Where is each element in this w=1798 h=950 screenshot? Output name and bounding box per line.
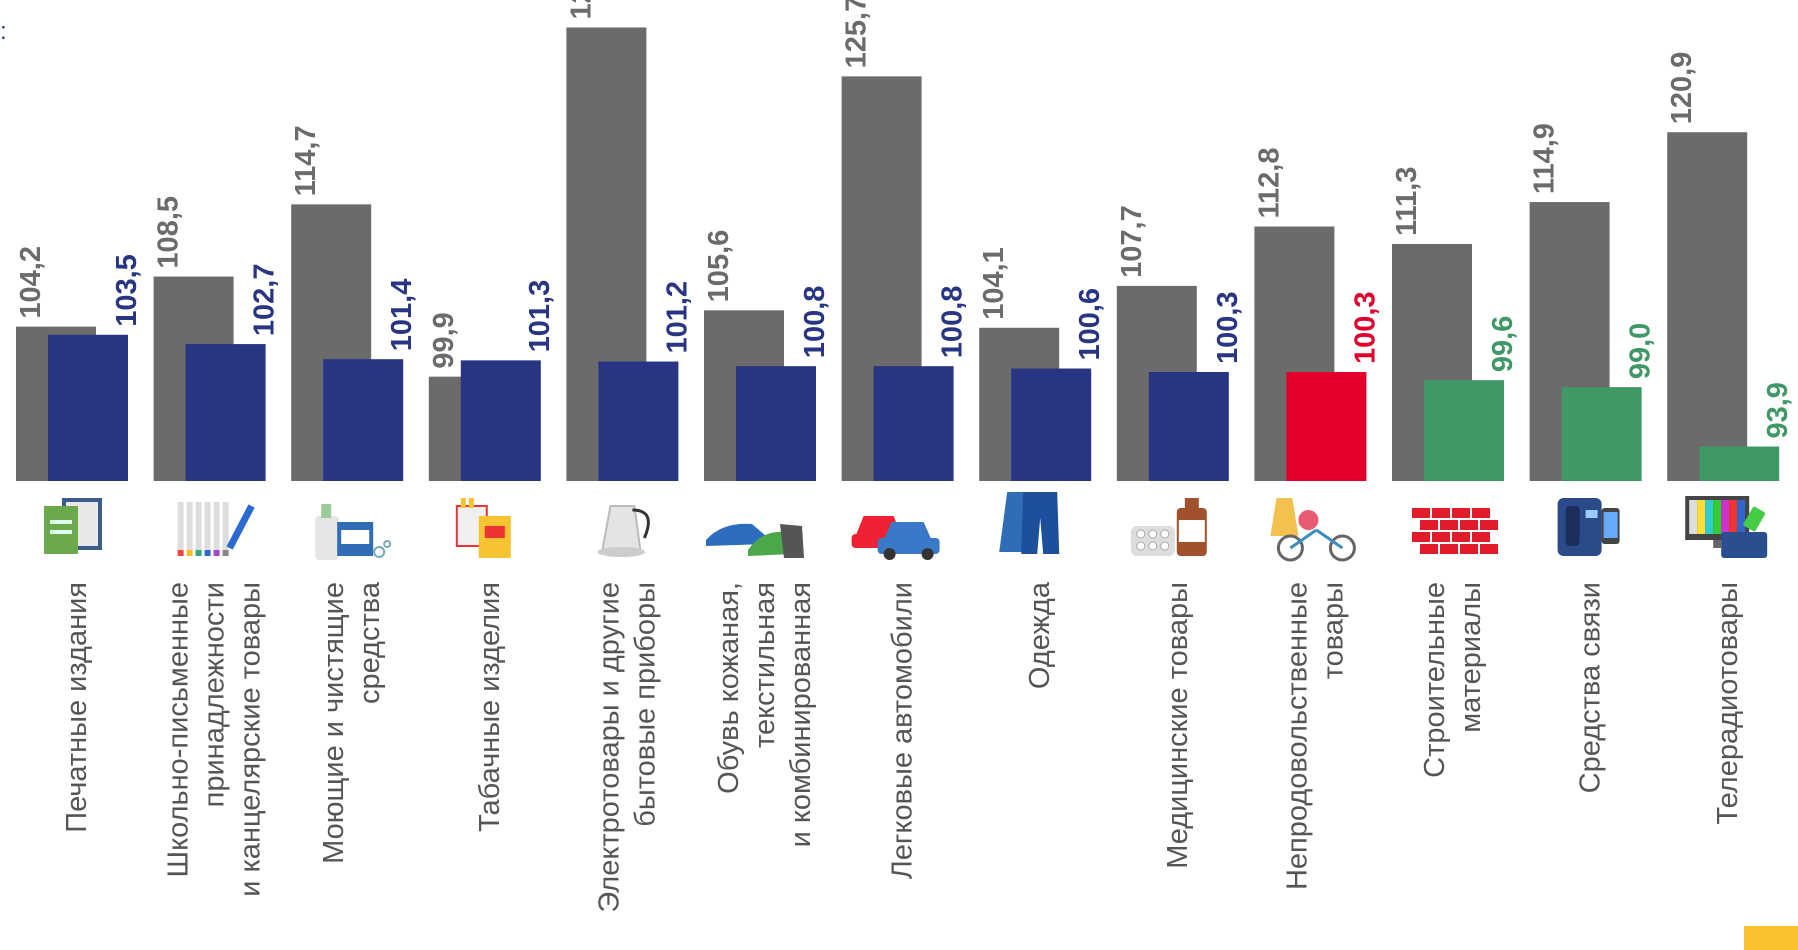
bar-series2-5 <box>736 366 816 481</box>
value-label-series2-9: 100,3 <box>1349 291 1381 364</box>
value-label-series1-6: 125,7 <box>841 0 873 68</box>
cigarettes-icon <box>455 498 511 558</box>
cars-icon <box>851 516 940 560</box>
value-label-series2-6: 100,8 <box>937 286 969 359</box>
bar-series2-7 <box>1011 368 1092 481</box>
value-label-series2-10: 99,6 <box>1487 316 1519 372</box>
category-label-2-0: Моющие и чистящие <box>318 582 350 864</box>
category-label-4-0: Электротовары и другие <box>593 582 625 913</box>
value-label-series1-7: 104,1 <box>978 247 1010 320</box>
phone-icon <box>1557 498 1620 556</box>
value-label-series2-12: 93,9 <box>1762 382 1794 438</box>
bar-series2-1 <box>185 344 266 481</box>
value-label-series2-2: 101,4 <box>386 279 418 352</box>
category-label-1-2: и канцелярские товары <box>235 582 267 897</box>
bar-series2-3 <box>460 360 541 481</box>
value-label-series2-5: 100,8 <box>799 286 831 359</box>
category-label-1-1: принадлежности <box>199 582 231 807</box>
category-label-5-1: текстильная <box>749 582 781 748</box>
category-label-11-0: Средства связи <box>1575 582 1607 793</box>
edge-mark: : <box>0 18 7 45</box>
value-label-series1-3: 99,9 <box>428 312 460 368</box>
value-label-series2-4: 101,2 <box>661 281 693 354</box>
bar-series2-12 <box>1699 446 1780 481</box>
bar-series1-12 <box>1667 132 1748 481</box>
value-label-series1-0: 104,2 <box>15 246 47 319</box>
shoes-icon <box>706 523 804 558</box>
value-label-series2-3: 101,3 <box>524 280 556 353</box>
category-label-12-0: Телерадиотовары <box>1712 582 1744 824</box>
category-label-5-0: Обувь кожаная, <box>713 582 745 794</box>
nonfood-goods-icon <box>1270 498 1356 562</box>
category-label-10-1: материалы <box>1455 582 1487 733</box>
bricks-icon <box>1412 508 1498 554</box>
value-label-series1-4: 129,9 <box>565 0 597 19</box>
detergent-icon <box>315 504 392 560</box>
bar-series2-6 <box>873 366 954 481</box>
category-label-5-2: и комбинированная <box>785 582 817 847</box>
value-label-series1-9: 112,8 <box>1253 148 1285 219</box>
value-label-series1-1: 108,5 <box>153 196 185 269</box>
corner-accent <box>1744 926 1798 950</box>
bar-series2-11 <box>1561 387 1642 481</box>
tv-icon <box>1685 496 1768 558</box>
category-label-9-0: Непродовольственные <box>1281 582 1313 890</box>
value-label-series1-12: 120,9 <box>1666 52 1698 125</box>
value-label-series2-8: 100,3 <box>1212 291 1244 364</box>
value-label-series2-7: 100,6 <box>1074 288 1106 361</box>
value-label-series1-5: 105,6 <box>703 230 735 303</box>
category-label-6-0: Легковые автомобили <box>887 582 919 879</box>
value-label-series1-11: 114,9 <box>1529 123 1561 194</box>
bar-series2-8 <box>1148 372 1229 481</box>
kettle-icon <box>597 505 650 557</box>
bar-series2-2 <box>323 359 404 481</box>
clothes-icon <box>999 492 1060 554</box>
value-label-series1-8: 107,7 <box>1116 205 1148 278</box>
value-label-series2-1: 102,7 <box>249 263 281 336</box>
value-label-series1-10: 111,3 <box>1391 167 1423 236</box>
category-label-9-1: товары <box>1317 582 1349 679</box>
bar-series2-4 <box>598 361 679 481</box>
bar-series2-9 <box>1286 372 1367 481</box>
category-label-10-0: Строительные <box>1419 582 1451 778</box>
newspaper-icon <box>44 498 102 554</box>
category-label-7-0: Одежда <box>1024 581 1056 689</box>
bar-series2-10 <box>1424 380 1504 481</box>
category-label-0-0: Печатные издания <box>61 582 93 833</box>
pencils-icon <box>177 502 255 556</box>
value-label-series1-2: 114,7 <box>290 125 322 196</box>
category-label-2-1: средства <box>354 581 386 704</box>
value-label-series2-0: 103,5 <box>111 254 143 327</box>
category-label-3-0: Табачные изделия <box>474 582 506 832</box>
category-label-1-0: Школьно-письменные <box>163 582 195 878</box>
medicine-icon <box>1130 498 1207 556</box>
value-label-series2-11: 99,0 <box>1625 323 1657 379</box>
category-label-8-0: Медицинские товары <box>1162 582 1194 869</box>
category-label-4-1: бытовые приборы <box>629 582 661 827</box>
bar-series2-0 <box>48 334 128 481</box>
